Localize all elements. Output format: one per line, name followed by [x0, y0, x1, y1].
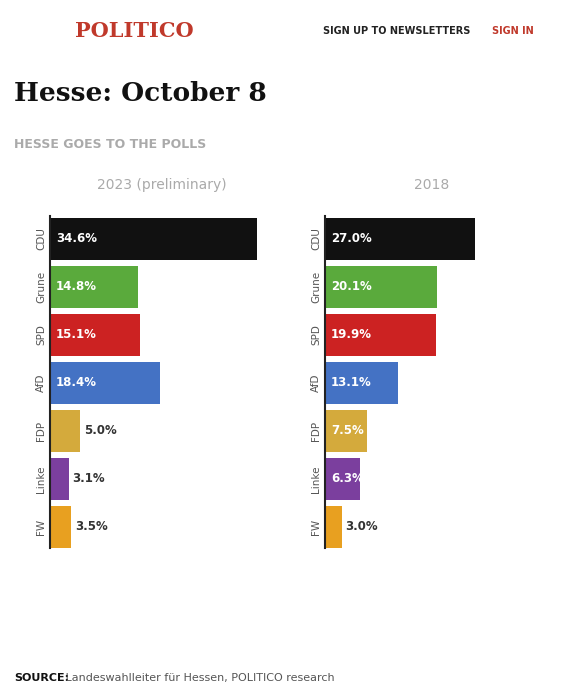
- Text: SPD: SPD: [311, 325, 321, 345]
- Bar: [50, 266, 138, 308]
- Text: 18.4%: 18.4%: [56, 377, 97, 389]
- Bar: [50, 506, 71, 548]
- Text: 13.1%: 13.1%: [331, 377, 371, 389]
- Text: Grune: Grune: [36, 271, 46, 303]
- Text: CDU: CDU: [311, 228, 321, 251]
- Text: HESSE GOES TO THE POLLS: HESSE GOES TO THE POLLS: [14, 138, 206, 151]
- Text: 6.3%: 6.3%: [331, 473, 364, 486]
- Text: POLITICO: POLITICO: [75, 21, 193, 41]
- Bar: [50, 362, 160, 404]
- Text: FW: FW: [36, 519, 46, 535]
- Bar: [325, 314, 436, 356]
- Text: CDU: CDU: [36, 228, 46, 251]
- Bar: [325, 362, 398, 404]
- Text: FW: FW: [311, 519, 321, 535]
- Text: 5.0%: 5.0%: [84, 424, 116, 438]
- Text: SIGN UP TO NEWSLETTERS: SIGN UP TO NEWSLETTERS: [324, 26, 471, 36]
- Text: Linke: Linke: [36, 466, 46, 493]
- Text: SPD: SPD: [36, 325, 46, 345]
- Text: FDP: FDP: [36, 421, 46, 441]
- Bar: [325, 266, 437, 308]
- Text: 27.0%: 27.0%: [331, 232, 371, 246]
- Bar: [50, 410, 80, 452]
- Text: AfD: AfD: [36, 374, 46, 392]
- Bar: [50, 458, 69, 500]
- Bar: [50, 314, 140, 356]
- Bar: [325, 410, 366, 452]
- Text: 20.1%: 20.1%: [331, 281, 371, 293]
- Text: 3.5%: 3.5%: [75, 521, 108, 533]
- Text: 15.1%: 15.1%: [56, 328, 97, 342]
- Text: 14.8%: 14.8%: [56, 281, 97, 293]
- Text: Hesse: October 8: Hesse: October 8: [14, 81, 267, 106]
- Bar: [325, 458, 360, 500]
- Bar: [325, 506, 342, 548]
- Text: 7.5%: 7.5%: [331, 424, 364, 438]
- Text: AfD: AfD: [311, 374, 321, 392]
- Text: FDP: FDP: [311, 421, 321, 441]
- Text: 2023 (preliminary): 2023 (preliminary): [97, 178, 227, 192]
- Text: 3.0%: 3.0%: [346, 521, 378, 533]
- Text: Grune: Grune: [311, 271, 321, 303]
- Text: Landeswahlleiter für Hessen, POLITICO research: Landeswahlleiter für Hessen, POLITICO re…: [62, 673, 334, 683]
- Bar: [325, 218, 475, 260]
- Text: 19.9%: 19.9%: [331, 328, 372, 342]
- Text: 2018: 2018: [414, 178, 450, 192]
- Text: 3.1%: 3.1%: [72, 473, 105, 486]
- Text: SIGN IN: SIGN IN: [492, 26, 534, 36]
- Text: 34.6%: 34.6%: [56, 232, 97, 246]
- Text: Linke: Linke: [311, 466, 321, 493]
- Bar: [50, 218, 257, 260]
- Text: SOURCE:: SOURCE:: [14, 673, 69, 683]
